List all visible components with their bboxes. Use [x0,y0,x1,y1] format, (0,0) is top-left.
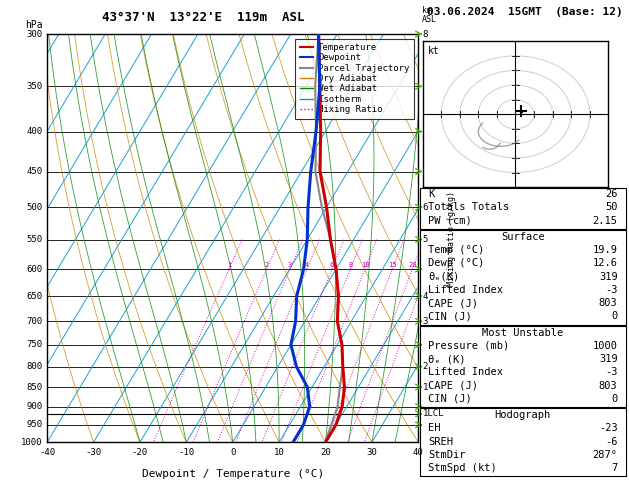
Text: θₑ (K): θₑ (K) [428,354,465,364]
Text: 300: 300 [26,30,43,38]
Text: 8: 8 [348,262,352,268]
Text: 800: 800 [26,362,43,371]
Text: 0: 0 [611,394,618,404]
Text: Temp (°C): Temp (°C) [428,245,484,255]
Text: 50: 50 [605,203,618,212]
Text: 319: 319 [599,354,618,364]
Text: Dewp (°C): Dewp (°C) [428,259,484,268]
Text: -3: -3 [605,367,618,377]
Text: 950: 950 [26,420,43,429]
Text: 20: 20 [408,262,416,268]
Bar [420,230,626,325]
Text: 0: 0 [611,312,618,321]
Text: 4: 4 [423,292,428,301]
Text: Lifted Index: Lifted Index [428,367,503,377]
Text: km
ASL: km ASL [422,6,437,24]
Text: -40: -40 [39,449,55,457]
Text: Pressure (mb): Pressure (mb) [428,341,509,351]
Text: 1: 1 [423,382,428,392]
Text: StmSpd (kt): StmSpd (kt) [428,463,496,473]
Text: 900: 900 [26,402,43,411]
Text: 850: 850 [26,382,43,392]
Text: 803: 803 [599,381,618,391]
Text: 700: 700 [26,317,43,326]
Text: 319: 319 [599,272,618,282]
Text: CAPE (J): CAPE (J) [428,381,478,391]
Text: 400: 400 [26,127,43,136]
Text: 20: 20 [320,449,331,457]
Text: 350: 350 [26,82,43,91]
Text: CIN (J): CIN (J) [428,312,472,321]
Text: Lifted Index: Lifted Index [428,285,503,295]
Text: 500: 500 [26,203,43,212]
Text: Dewpoint / Temperature (°C): Dewpoint / Temperature (°C) [142,469,324,479]
Text: -23: -23 [599,423,618,434]
Text: 30: 30 [367,449,377,457]
Bar [420,326,626,407]
Text: 12.6: 12.6 [593,259,618,268]
Text: Totals Totals: Totals Totals [428,203,509,212]
Text: 3: 3 [288,262,292,268]
Text: 0: 0 [230,449,235,457]
Text: -6: -6 [605,436,618,447]
Text: 550: 550 [26,235,43,244]
Text: 4: 4 [305,262,309,268]
Text: 26: 26 [605,189,618,199]
Text: 7: 7 [611,463,618,473]
Text: 287°: 287° [593,450,618,460]
Text: 2: 2 [265,262,269,268]
Text: 6: 6 [330,262,334,268]
Text: CIN (J): CIN (J) [428,394,472,404]
Text: 03.06.2024  15GMT  (Base: 12): 03.06.2024 15GMT (Base: 12) [427,7,623,17]
Text: EH: EH [428,423,440,434]
Text: -20: -20 [132,449,148,457]
Text: 15: 15 [388,262,396,268]
Text: 1000: 1000 [21,438,43,447]
Text: kt: kt [428,46,440,56]
Text: hPa: hPa [25,20,43,30]
Text: 40: 40 [413,449,424,457]
Text: PW (cm): PW (cm) [428,216,472,226]
Text: 10: 10 [274,449,284,457]
Text: 5: 5 [423,235,428,244]
Text: 6: 6 [423,203,428,212]
Legend: Temperature, Dewpoint, Parcel Trajectory, Dry Adiabat, Wet Adiabat, Isotherm, Mi: Temperature, Dewpoint, Parcel Trajectory… [295,38,414,119]
Text: 450: 450 [26,167,43,176]
Text: -30: -30 [86,449,102,457]
Text: Surface: Surface [501,232,545,242]
Text: StmDir: StmDir [428,450,465,460]
Text: 8: 8 [423,30,428,38]
Bar [420,408,626,476]
Text: 650: 650 [26,292,43,301]
Text: 1: 1 [227,262,231,268]
Text: 2: 2 [423,362,428,371]
Bar [420,188,626,229]
Text: 43°37'N  13°22'E  119m  ASL: 43°37'N 13°22'E 119m ASL [102,11,304,24]
Text: 1LCL: 1LCL [423,410,444,418]
Text: 2.15: 2.15 [593,216,618,226]
Text: Mixing Ratio (g/kg): Mixing Ratio (g/kg) [447,191,456,286]
Text: SREH: SREH [428,436,453,447]
Text: 1000: 1000 [593,341,618,351]
Text: K: K [428,189,434,199]
Text: 10: 10 [360,262,369,268]
Text: Hodograph: Hodograph [494,410,551,420]
Text: CAPE (J): CAPE (J) [428,298,478,308]
Text: 803: 803 [599,298,618,308]
Text: 19.9: 19.9 [593,245,618,255]
Text: θₑ(K): θₑ(K) [428,272,459,282]
Text: 600: 600 [26,264,43,274]
Text: 750: 750 [26,340,43,349]
Text: Most Unstable: Most Unstable [482,328,564,338]
Text: -3: -3 [605,285,618,295]
Text: -10: -10 [178,449,194,457]
Text: 3: 3 [423,317,428,326]
Text: 7: 7 [423,127,428,136]
